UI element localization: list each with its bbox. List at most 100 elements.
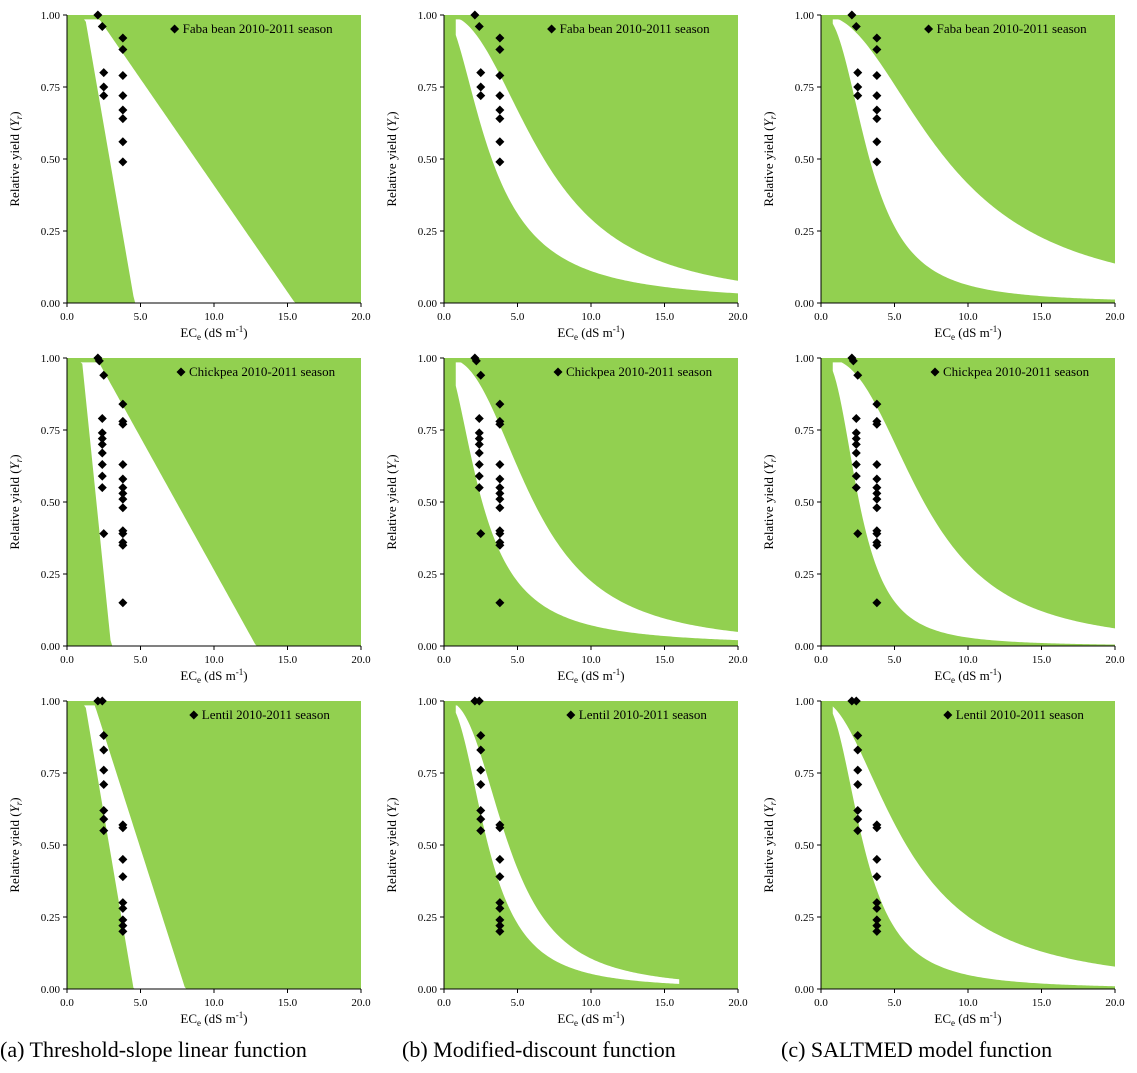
y-axis-label: Relative yield (Yr) [384,797,401,892]
data-point [853,370,863,380]
data-point [872,926,882,936]
data-point [495,915,505,925]
data-point [118,915,128,925]
data-point [872,823,882,833]
data-point [872,483,882,493]
legend-marker [943,710,953,720]
y-tick-label: 0.25 [418,569,438,581]
x-tick-label: 15.0 [1032,654,1052,666]
x-tick-label: 10.0 [958,311,978,323]
data-point [476,745,486,755]
y-tick-label: 0.25 [795,226,815,238]
x-tick-label: 5.0 [511,311,525,323]
y-tick-label: 0.25 [418,226,438,238]
data-point [872,915,882,925]
data-point [118,105,128,115]
data-point [872,854,882,864]
y-tick-label: 0.00 [795,641,815,653]
data-point [118,903,128,913]
y-tick-label: 0.25 [41,912,61,924]
legend-marker [189,710,199,720]
data-point [495,598,505,608]
legend-label: Faba bean 2010-2011 season [937,21,1088,36]
y-tick-label: 0.75 [41,768,61,780]
x-tick-label: 5.0 [888,997,902,1009]
chart-panel-7: 0.0 5.0 10.0 15.0 20.0 0.00 0.25 0.50 0.75 1.00 EC… [384,696,748,1028]
data-point [495,137,505,147]
data-point [872,399,882,409]
data-point [851,428,861,438]
x-tick-label: 20.0 [351,997,371,1009]
x-tick-label: 15.0 [1032,311,1052,323]
data-point [476,68,486,78]
data-point [872,137,882,147]
data-point [99,529,109,539]
y-tick-label: 0.50 [795,840,815,852]
data-point [872,529,882,539]
y-tick-label: 0.00 [41,641,61,653]
data-point [851,471,861,481]
data-point [118,529,128,539]
data-point [476,731,486,741]
chart-panel-2: 0.0 5.0 10.0 15.0 20.0 0.00 0.25 0.50 0.75 1.00 EC… [761,10,1125,342]
y-tick-label: 0.75 [418,768,438,780]
y-tick-label: 1.00 [418,10,438,22]
data-point [495,488,505,498]
data-point [97,22,107,32]
data-point [495,399,505,409]
data-point [495,105,505,115]
data-point [853,91,863,101]
prediction-band [832,19,1115,300]
chart-panel-4: 0.0 5.0 10.0 15.0 20.0 0.00 0.25 0.50 0.75 1.00 EC… [384,353,748,685]
x-tick-label: 0.0 [437,654,451,666]
y-tick-label: 1.00 [418,696,438,708]
x-tick-label: 20.0 [728,654,748,666]
data-point [476,82,486,92]
x-tick-label: 10.0 [581,311,601,323]
x-tick-label: 10.0 [204,654,224,666]
x-tick-label: 5.0 [134,997,148,1009]
y-tick-label: 0.25 [41,226,61,238]
data-point [853,780,863,790]
x-tick-label: 5.0 [888,654,902,666]
data-point [99,805,109,815]
legend-label: Chickpea 2010-2011 season [943,364,1090,379]
data-point [851,483,861,493]
data-point [853,68,863,78]
x-tick-label: 10.0 [958,654,978,666]
x-tick-label: 15.0 [278,311,298,323]
data-point [872,45,882,55]
prediction-band [455,362,738,641]
data-point [97,471,107,481]
data-point [99,826,109,836]
data-point [853,82,863,92]
chart-panel-8: 0.0 5.0 10.0 15.0 20.0 0.00 0.25 0.50 0.75 1.00 EC… [761,696,1125,1028]
data-point [97,460,107,470]
data-point [853,826,863,836]
x-tick-label: 5.0 [134,311,148,323]
y-tick-label: 0.50 [418,840,438,852]
data-point [476,805,486,815]
data-point [118,494,128,504]
legend-marker [176,367,186,377]
chart-panel-3: 0.0 5.0 10.0 15.0 20.0 0.00 0.25 0.50 0.75 1.00 EC… [7,353,371,685]
legend-label: Faba bean 2010-2011 season [560,21,711,36]
data-point [495,823,505,833]
data-point [97,434,107,444]
caption-a: (a) Threshold-slope linear function [0,1037,307,1062]
data-point [474,22,484,32]
y-axis-label: Relative yield (Yr) [7,111,24,206]
caption-c: (c) SALTMED model function [781,1037,1053,1062]
data-point [872,157,882,167]
x-tick-label: 5.0 [511,997,525,1009]
data-point [853,745,863,755]
data-point [118,872,128,882]
data-point [495,460,505,470]
prediction-band [832,706,1115,987]
data-point [474,696,484,706]
legend-marker [170,24,180,34]
x-tick-label: 20.0 [351,654,371,666]
y-tick-label: 1.00 [795,353,815,365]
data-point [99,780,109,790]
y-axis-label: Relative yield (Yr) [7,797,24,892]
